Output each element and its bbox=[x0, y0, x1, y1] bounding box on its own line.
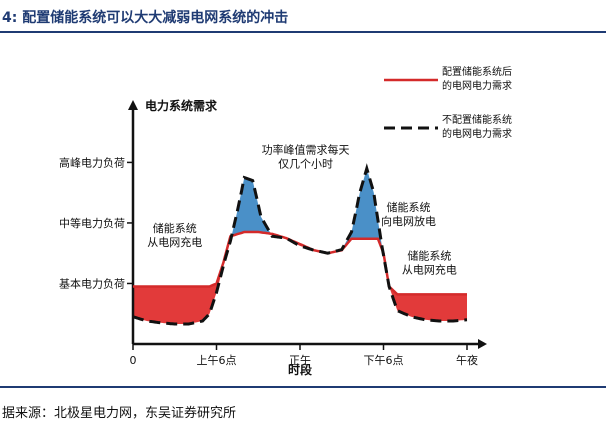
x-tick-label: 正午 bbox=[289, 354, 311, 367]
legend-label-solid: 配置储能系统后 bbox=[442, 65, 512, 78]
annotation-text: 从电网充电 bbox=[147, 235, 202, 249]
energy-storage-chart: 0 上午6点 正午 下午6点 午夜基本电力负荷中等电力负荷高峰电力负荷电力系统需求时段 … bbox=[59, 65, 512, 377]
x-tick-label: 下午6点 bbox=[364, 354, 404, 367]
annotation-text: 仅几个小时 bbox=[278, 157, 333, 170]
figure-title: 4: 配置储能系统可以大大减弱电网系统的冲击 bbox=[2, 10, 289, 26]
x-tick-label: 0 bbox=[130, 354, 137, 367]
y-tick-label: 基本电力负荷 bbox=[59, 276, 125, 290]
y-tick-label: 中等电力负荷 bbox=[59, 216, 125, 230]
figure-header: 4: 配置储能系统可以大大减弱电网系统的冲击 bbox=[0, 0, 606, 34]
annotation-text: 从电网充电 bbox=[402, 262, 457, 276]
y-axis-title: 电力系统需求 bbox=[145, 98, 218, 113]
x-axis-title: 时段 bbox=[288, 362, 313, 377]
header-divider bbox=[0, 31, 606, 33]
series-without-storage-line bbox=[132, 163, 468, 326]
annotation-text: 向电网放电 bbox=[381, 214, 436, 228]
y-axis-arrow bbox=[128, 100, 138, 110]
annotation-text: 储能系统 bbox=[407, 248, 451, 262]
source-note: 据来源：北极星电力网，东吴证券研究所 bbox=[2, 406, 237, 421]
annotation-text: 储能系统 bbox=[387, 200, 431, 214]
legend-label-dashed-cont: 的电网电力需求 bbox=[442, 127, 512, 140]
annotation-text: 功率峰值需求每天 bbox=[262, 142, 350, 156]
y-tick-label: 高峰电力负荷 bbox=[59, 155, 125, 169]
annotation-text: 储能系统 bbox=[153, 221, 197, 235]
series-with-storage-line bbox=[133, 230, 467, 296]
x-tick-label: 午夜 bbox=[456, 353, 478, 367]
legend-label-solid-cont: 的电网电力需求 bbox=[442, 79, 512, 92]
footer-divider bbox=[0, 386, 606, 388]
x-axis-arrow bbox=[478, 339, 487, 349]
chart-container: 0 上午6点 正午 下午6点 午夜 基本电力负荷 中等电力负荷 高峰电力负荷 电力系统需求 时段 … bbox=[0, 34, 606, 386]
legend-label-dashed: 不配置储能系统 bbox=[442, 113, 512, 126]
series-lines bbox=[132, 163, 468, 326]
x-tick-label: 上午6点 bbox=[197, 354, 237, 367]
